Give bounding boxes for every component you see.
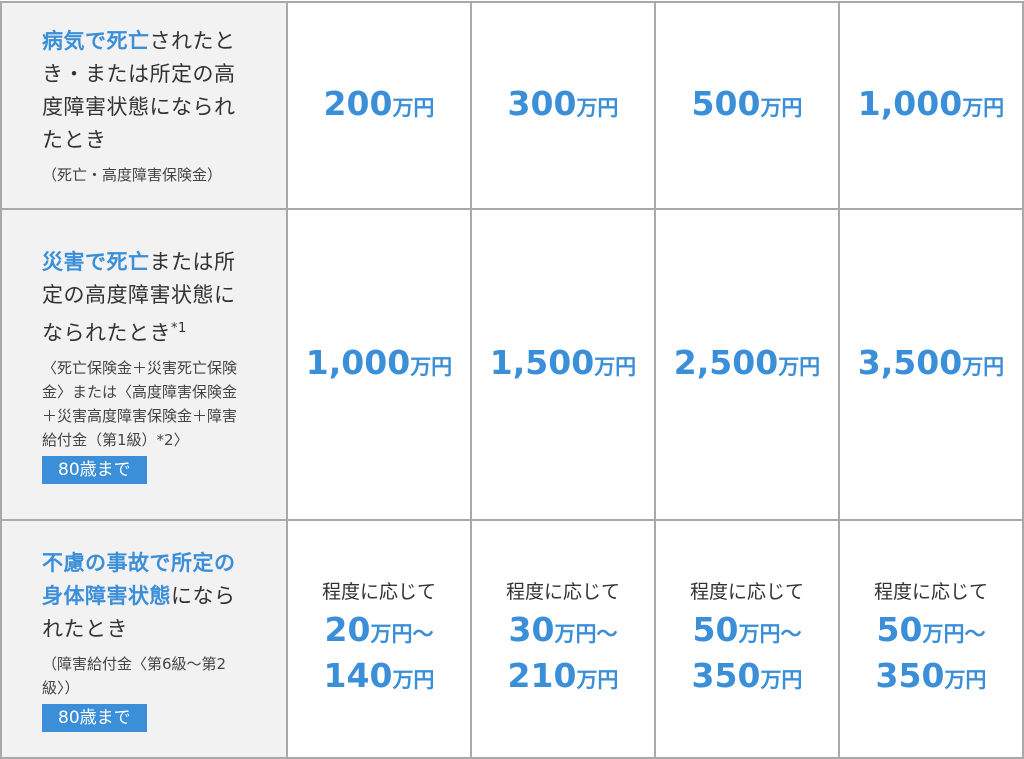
unit: 万円～ [554,622,618,646]
value-cell: 程度に応じて 50万円～ 350万円 [838,519,1024,759]
amount-max: 350 [691,656,761,695]
value-cell: 200万円 [286,1,472,210]
title-highlight: 病気で死亡 [42,28,150,53]
prefix-text: 程度に応じて [689,581,804,603]
amount-max: 140 [323,656,393,695]
unit: 万円～ [370,622,434,646]
unit: 万円 [594,354,637,379]
title-highlight: 災害で死亡 [42,249,150,274]
unit: 万円 [760,668,803,692]
row-note: 〈死亡保険金＋災害死亡保険金〉または〈高度障害保険金＋災害高度障害保険金＋障害給… [42,358,238,449]
unit: 万円 [778,354,821,379]
table-row: 災害で死亡または所定の高度障害状態になられたとき*1 〈死亡保険金＋災害死亡保険… [0,208,1024,521]
unit: 万円 [760,95,803,120]
amount: 1,000 [305,342,411,382]
amount: 30 [508,610,555,649]
prefix-text: 程度に応じて [873,581,988,603]
value-cell: 3,500万円 [838,208,1024,521]
prefix-text: 程度に応じて [505,581,620,603]
row-header: 災害で死亡または所定の高度障害状態になられたとき*1 〈死亡保険金＋災害死亡保険… [0,208,288,521]
amount: 2,500 [673,342,779,382]
amount: 3,500 [857,342,963,382]
amount: 1,500 [489,342,595,382]
unit: 万円 [392,668,435,692]
unit: 万円 [410,354,453,379]
title-rest: になられたとき [42,583,236,641]
unit: 万円 [962,95,1005,120]
title-highlight: 不慮の事故で所定の身体障害状態 [42,550,236,608]
unit: 万円 [576,95,619,120]
value-cell: 程度に応じて 50万円～ 350万円 [654,519,840,759]
prefix-text: 程度に応じて [321,581,436,603]
unit: 万円～ [922,622,986,646]
unit: 万円 [576,668,619,692]
amount: 50 [876,610,923,649]
amount: 500 [691,83,761,123]
age-limit-badge: 80歳まで [42,455,147,484]
row-header: 病気で死亡されたとき・または所定の高度障害状態になられたとき （死亡・高度障害保… [0,1,288,210]
unit: 万円～ [738,622,802,646]
amount-max: 350 [875,656,945,695]
value-cell: 程度に応じて 30万円～ 210万円 [470,519,656,759]
row-header: 不慮の事故で所定の身体障害状態になられたとき （障害給付金〈第6級～第2級〉） … [0,519,288,759]
value-cell: 1,000万円 [838,1,1024,210]
row-note: （障害給付金〈第6級～第2級〉） [42,654,227,697]
amount: 50 [692,610,739,649]
value-cell: 500万円 [654,1,840,210]
title-rest: または所定の高度障害状態になられたとき [42,249,236,345]
amount: 300 [507,83,577,123]
amount: 1,000 [857,83,963,123]
amount-max: 210 [507,656,577,695]
value-cell: 2,500万円 [654,208,840,521]
table-row: 不慮の事故で所定の身体障害状態になられたとき （障害給付金〈第6級～第2級〉） … [0,519,1024,759]
value-cell: 1,500万円 [470,208,656,521]
age-limit-badge: 80歳まで [42,703,147,732]
amount: 200 [323,83,393,123]
unit: 万円 [944,668,987,692]
value-cell: 1,000万円 [286,208,472,521]
value-cell: 300万円 [470,1,656,210]
unit: 万円 [962,354,1005,379]
amount: 20 [324,610,371,649]
row-note: （死亡・高度障害保険金） [42,165,223,184]
footnote-mark: *1 [171,320,187,336]
value-cell: 程度に応じて 20万円～ 140万円 [286,519,472,759]
table-row: 病気で死亡されたとき・または所定の高度障害状態になられたとき （死亡・高度障害保… [0,1,1024,210]
unit: 万円 [392,95,435,120]
title-rest: されたとき・または所定の高度障害状態になられたとき [42,28,236,152]
